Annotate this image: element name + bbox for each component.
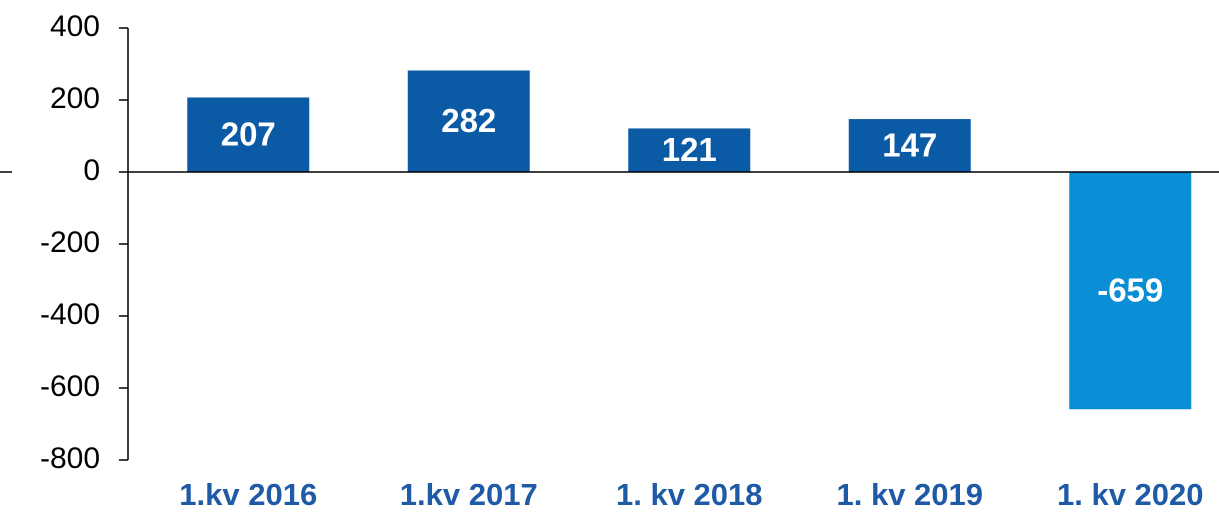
y-tick-label: 0 (83, 154, 100, 187)
bar (407, 70, 530, 172)
bar (1069, 172, 1192, 410)
bar (628, 128, 751, 172)
x-tick-label: 1. kv 2020 (1057, 477, 1204, 512)
y-tick-label: 200 (50, 82, 100, 115)
y-tick-label: -600 (40, 370, 100, 403)
y-tick-label: 400 (50, 10, 100, 43)
data-label: 147 (882, 126, 937, 163)
data-label: 282 (441, 102, 496, 139)
y-tick-label: -200 (40, 226, 100, 259)
y-tick-label: -800 (40, 442, 100, 475)
x-tick-label: 1. kv 2019 (836, 477, 983, 512)
x-tick-label: 1.kv 2017 (400, 477, 538, 512)
data-label: 207 (221, 115, 276, 152)
bar (848, 119, 971, 172)
data-label: -659 (1097, 271, 1163, 308)
x-tick-label: 1. kv 2018 (616, 477, 763, 512)
bar (187, 97, 310, 172)
x-tick-label: 1.kv 2016 (179, 477, 317, 512)
data-label: 121 (662, 131, 717, 168)
y-tick-label: -400 (40, 298, 100, 331)
